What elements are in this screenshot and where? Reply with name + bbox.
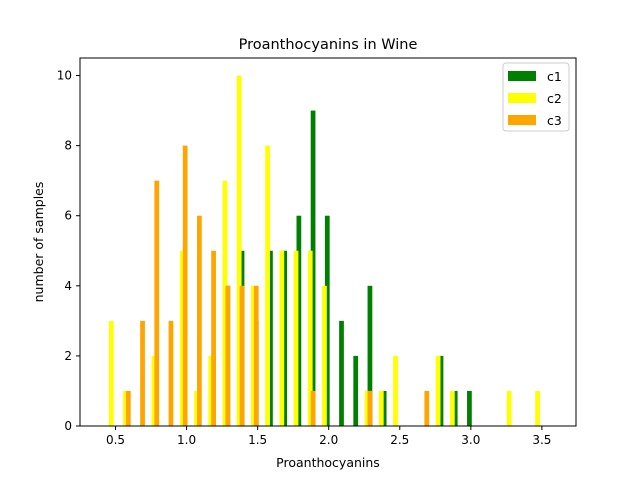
bar-c3-5 <box>197 215 202 426</box>
x-tick-label: 2.0 <box>319 433 338 447</box>
bar-c3-21 <box>424 390 430 426</box>
bar-c2-8 <box>222 180 228 426</box>
bar-c2-6 <box>194 390 199 426</box>
bar-c2-5 <box>179 250 185 426</box>
bar-c2-7 <box>208 355 214 426</box>
bar-c1-12 <box>381 390 387 426</box>
bar-c2-23 <box>435 355 441 426</box>
legend-label-c1: c1 <box>547 69 562 84</box>
bar-c3-8 <box>239 285 245 426</box>
bar-c3-17 <box>367 390 373 426</box>
bar-c1-4 <box>268 250 273 426</box>
bar-c2-3 <box>151 355 157 426</box>
x-axis-ticks: 0.5 1.0 1.5 2.0 2.5 3.0 3.5 <box>106 426 551 447</box>
x-tick-label: 0.5 <box>106 433 125 447</box>
y-tick-label: 0 <box>64 419 72 433</box>
bar-c2-24 <box>449 390 455 426</box>
legend-swatch-c2 <box>508 93 536 103</box>
bar-c1-7 <box>310 110 316 426</box>
legend-swatch-c3 <box>508 115 536 125</box>
y-tick-label: 6 <box>64 209 72 223</box>
bar-c2-10 <box>251 285 256 426</box>
bar-c2-1 <box>123 390 128 426</box>
x-tick-label: 2.5 <box>390 433 409 447</box>
x-axis-label: Proanthocyanins <box>276 455 380 470</box>
bar-c2-20 <box>393 355 398 426</box>
bar-c1-11 <box>367 285 373 426</box>
plot-frame <box>79 57 577 427</box>
y-axis-ticks: 0 2 4 6 8 10 <box>57 69 80 433</box>
legend: c1 c2 c3 <box>502 62 570 132</box>
bar-c3-2 <box>154 180 160 426</box>
bar-c2-30 <box>535 390 540 426</box>
bar-c3-4 <box>182 145 188 426</box>
bar-c3-0 <box>125 390 131 426</box>
bar-c2-9 <box>236 75 242 427</box>
bar-c1-5 <box>282 250 288 426</box>
bar-c2-18 <box>364 390 370 426</box>
bar-c2-11 <box>265 145 270 426</box>
bar-c3-7 <box>225 285 231 426</box>
x-tick-label: 3.0 <box>461 433 480 447</box>
bar-c3-3 <box>168 320 174 426</box>
legend-label-c3: c3 <box>547 113 562 128</box>
bar-c3-13 <box>310 390 316 426</box>
bars-layer <box>108 75 540 427</box>
y-axis-label: number of samples <box>31 182 46 303</box>
bar-c3-9 <box>253 285 259 426</box>
x-tick-label: 3.5 <box>532 433 551 447</box>
bar-c2-28 <box>506 390 512 426</box>
legend-swatch-c1 <box>508 71 536 81</box>
bar-c3-6 <box>211 250 216 426</box>
bar-c1-9 <box>339 320 344 426</box>
bar-c2-14 <box>307 250 313 426</box>
bar-c1-17 <box>452 390 458 426</box>
bar-c1-6 <box>296 215 302 426</box>
bar-c1-18 <box>467 390 472 426</box>
y-tick-label: 10 <box>57 69 72 83</box>
bar-c1-16 <box>438 355 444 426</box>
bar-c2-12 <box>279 250 285 426</box>
x-tick-label: 1.0 <box>177 433 196 447</box>
bar-c3-1 <box>140 320 145 426</box>
x-tick-label: 1.5 <box>248 433 267 447</box>
y-tick-label: 2 <box>64 349 72 363</box>
bar-c2-15 <box>322 285 327 426</box>
chart-title: Proanthocyanins in Wine <box>239 37 418 53</box>
legend-label-c2: c2 <box>547 91 562 106</box>
bar-c2-13 <box>293 250 299 426</box>
y-tick-label: 4 <box>64 279 72 293</box>
y-tick-label: 8 <box>64 139 72 153</box>
bar-c1-10 <box>353 355 359 426</box>
bar-c2-19 <box>378 390 384 426</box>
bar-c2-0 <box>108 320 114 426</box>
bar-c1-8 <box>324 215 330 426</box>
